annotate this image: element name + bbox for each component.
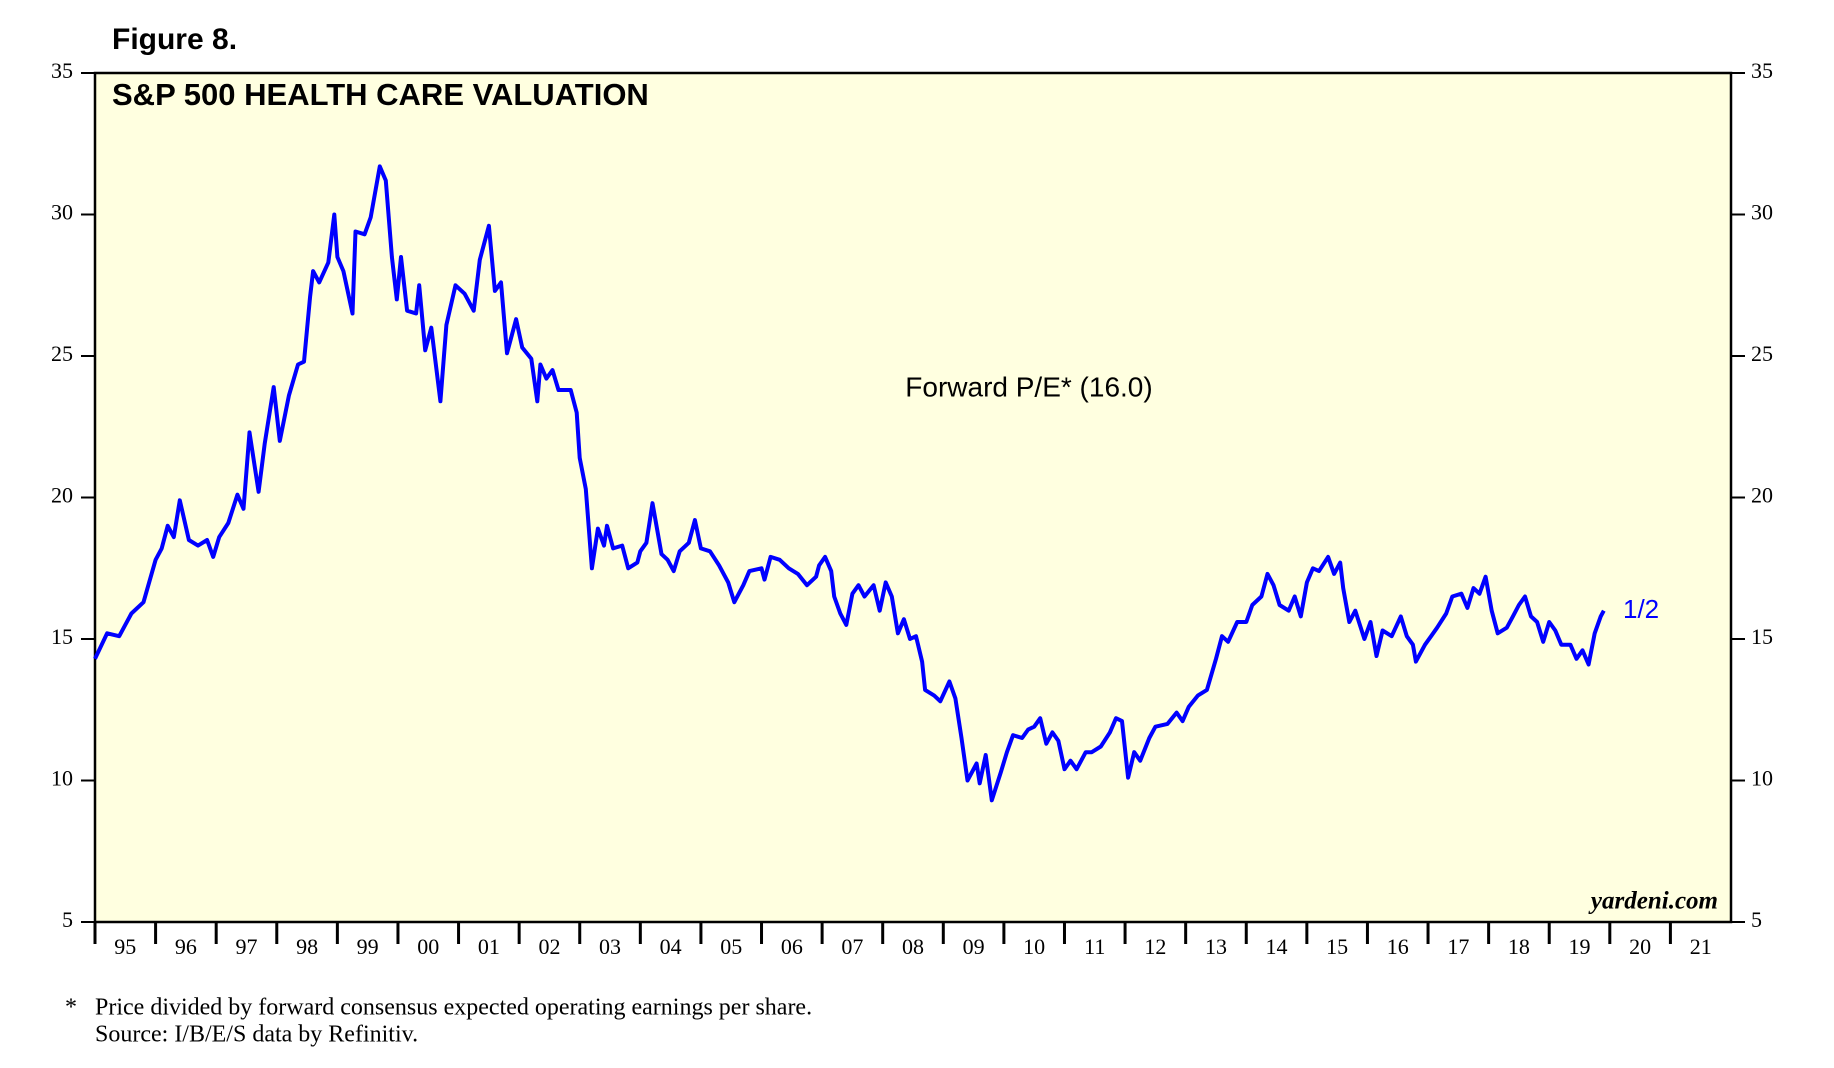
- y-tick-label: 35: [51, 58, 73, 83]
- x-tick-label: 17: [1447, 934, 1469, 959]
- x-tick-label: 99: [357, 934, 379, 959]
- x-tick-label: 08: [902, 934, 924, 959]
- figure-label: Figure 8.: [112, 23, 237, 56]
- x-tick-label: 00: [417, 934, 439, 959]
- x-tick-label: 21: [1690, 934, 1712, 959]
- y-tick-label: 15: [51, 624, 73, 649]
- y2-tick-label: 30: [1751, 200, 1773, 225]
- y2-tick-label: 10: [1751, 766, 1773, 791]
- y2-tick-label: 20: [1751, 483, 1773, 508]
- source: Source: I/B/E/S data by Refinitiv.: [95, 1022, 418, 1048]
- data-line: [93, 164, 1606, 803]
- x-tick-label: 11: [1084, 934, 1105, 959]
- x-tick-label: 03: [599, 934, 621, 959]
- x-tick-label: 15: [1326, 934, 1348, 959]
- chart-title: S&P 500 HEALTH CARE VALUATION: [112, 77, 649, 112]
- annotation: Forward P/E* (16.0): [905, 371, 1152, 402]
- y-tick-label: 30: [51, 200, 73, 225]
- x-tick-label: 01: [478, 934, 500, 959]
- y-tick-label: 25: [51, 341, 73, 366]
- x-tick-label: 09: [963, 934, 985, 959]
- x-tick-label: 95: [114, 934, 136, 959]
- x-tick-label: 98: [296, 934, 318, 959]
- x-tick-label: 02: [538, 934, 560, 959]
- y-tick-label: 20: [51, 483, 73, 508]
- x-tick-label: 16: [1387, 934, 1409, 959]
- x-tick-label: 20: [1629, 934, 1651, 959]
- x-tick-label: 05: [720, 934, 742, 959]
- x-tick-label: 18: [1508, 934, 1530, 959]
- y2-tick-label: 15: [1751, 624, 1773, 649]
- x-tick-label: 13: [1205, 934, 1227, 959]
- y2-tick-label: 25: [1751, 341, 1773, 366]
- plot-area: [93, 71, 1733, 924]
- x-tick-label: 19: [1569, 934, 1591, 959]
- y2-tick-label: 35: [1751, 58, 1773, 83]
- x-tick-label: 14: [1266, 934, 1288, 959]
- y-tick-label: 10: [51, 766, 73, 791]
- source-mark: yardeni.com: [1588, 888, 1718, 915]
- x-tick-label: 96: [175, 934, 197, 959]
- x-tick-label: 10: [1023, 934, 1045, 959]
- y2-tick-label: 5: [1751, 907, 1762, 932]
- x-tick-label: 97: [235, 934, 257, 959]
- y-tick-label: 5: [62, 907, 73, 932]
- footnote: Price divided by forward consensus expec…: [95, 995, 812, 1021]
- end-label: 1/2: [1623, 594, 1659, 624]
- x-tick-label: 12: [1144, 934, 1166, 959]
- footnote-marker: *: [65, 995, 77, 1021]
- x-tick-label: 07: [841, 934, 863, 959]
- x-tick-label: 06: [781, 934, 803, 959]
- x-tick-label: 04: [660, 934, 682, 959]
